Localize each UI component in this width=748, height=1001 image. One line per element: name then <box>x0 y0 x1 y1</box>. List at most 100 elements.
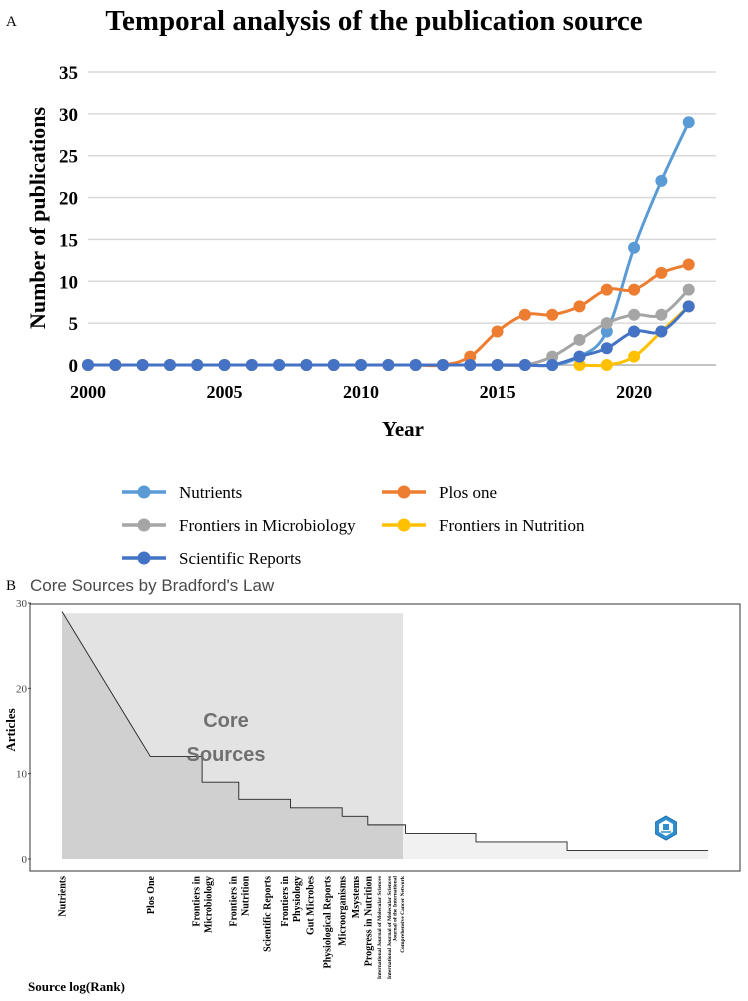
data-point <box>682 283 695 296</box>
svg-text:Physiology: Physiology <box>292 876 303 922</box>
publication-source-line-chart: A Temporal analysis of the publication s… <box>6 5 716 568</box>
data-point <box>628 308 641 321</box>
source-label: Progress in Nutrition <box>363 876 374 967</box>
data-point <box>682 300 695 313</box>
panel-b-letter: B <box>6 578 16 594</box>
source-label: International Journal of Molecular Scien… <box>377 876 383 979</box>
data-point <box>109 359 122 371</box>
y-tick-label: 0 <box>22 854 28 866</box>
data-point <box>464 359 477 371</box>
svg-text:International Journal of Molec: International Journal of Molecular Scien… <box>377 876 383 979</box>
data-point <box>518 359 531 371</box>
chart-a-title: Temporal analysis of the publication sou… <box>105 5 642 37</box>
source-label: Journal of the International Comprehensiv… <box>393 875 407 953</box>
core-sources-label-line2: Sources <box>187 744 266 766</box>
series-line <box>88 288 690 368</box>
data-point <box>82 359 94 371</box>
data-point <box>655 308 668 321</box>
series-scientific-reports <box>82 300 695 371</box>
legend-item: Frontiers in Microbiology <box>122 516 356 535</box>
chart-b-y-axis-label: Articles <box>3 708 18 751</box>
data-point <box>600 342 613 355</box>
core-sources-label-line1: Core <box>203 710 249 732</box>
svg-text:Nutrients: Nutrients <box>58 876 69 917</box>
data-point <box>464 350 477 363</box>
data-point <box>655 325 668 338</box>
chart-a-x-ticks: 2000 2005 2010 2015 2020 <box>70 382 652 402</box>
data-point <box>245 359 258 371</box>
data-point <box>655 266 668 279</box>
chart-b-source-labels: Nutrients Plos One Frontiers in Microbiolog… <box>58 875 407 979</box>
data-point <box>518 308 531 321</box>
data-point <box>327 359 340 371</box>
data-point <box>218 359 231 371</box>
data-point <box>573 300 586 313</box>
data-point <box>300 359 313 371</box>
source-label: Microorganisms <box>338 876 349 946</box>
data-point <box>355 359 368 371</box>
articles-area <box>62 611 404 859</box>
data-point <box>409 359 422 371</box>
legend-label: Scientific Reports <box>179 549 301 568</box>
legend-label: Frontiers in Microbiology <box>179 516 356 535</box>
y-tick-label: 30 <box>59 105 78 126</box>
chart-a-x-axis-label: Year <box>382 417 424 441</box>
svg-text:Gut Microbes: Gut Microbes <box>306 876 317 935</box>
data-point <box>546 350 559 363</box>
series-line <box>88 305 690 368</box>
svg-text:Plos One: Plos One <box>146 875 157 914</box>
data-point <box>628 283 641 296</box>
svg-text:Frontiers in: Frontiers in <box>280 876 291 927</box>
source-label: Frontiers in Physiology <box>280 876 303 927</box>
source-label: Physiological Reports <box>323 876 334 969</box>
y-tick-label: 10 <box>59 272 78 293</box>
chart-b-y-ticks: 0 10 20 30 <box>16 598 31 866</box>
y-tick-label: 10 <box>16 769 28 781</box>
y-tick-label: 25 <box>59 147 78 168</box>
legend-item: Frontiers in Nutrition <box>382 516 585 535</box>
data-point <box>573 333 586 346</box>
y-tick-label: 20 <box>59 189 78 210</box>
data-point <box>600 317 613 330</box>
data-point <box>655 174 668 187</box>
chart-b-x-axis-label: Source log(Rank) <box>28 979 125 994</box>
chart-a-y-axis-label: Number of publications <box>25 107 50 330</box>
source-label: Frontiers in Microbiology <box>192 876 215 933</box>
data-point <box>436 359 449 371</box>
data-point <box>491 325 504 338</box>
panel-a-letter: A <box>6 14 17 30</box>
x-tick-label: 2020 <box>616 382 652 402</box>
chart-a-legend: Nutrients Plos one Frontiers in Microbiolo… <box>122 483 585 568</box>
data-point <box>682 116 695 129</box>
svg-text:Microorganisms: Microorganisms <box>338 876 349 946</box>
x-tick-label: 2010 <box>343 382 379 402</box>
source-label: Scientific Reports <box>263 876 274 952</box>
source-label: Nutrients <box>58 876 69 917</box>
legend-marker <box>137 551 151 565</box>
legend-item: Plos one <box>382 483 497 502</box>
legend-marker <box>397 518 411 532</box>
legend-marker <box>397 485 411 499</box>
data-point <box>600 283 613 296</box>
svg-text:Nutrition: Nutrition <box>240 876 251 916</box>
data-point <box>628 350 641 363</box>
y-tick-label: 15 <box>59 230 78 251</box>
chart-a-gridlines <box>88 71 716 324</box>
chart-a-y-ticks: 0 5 10 15 20 25 30 35 <box>59 63 78 377</box>
x-tick-label: 2005 <box>207 382 243 402</box>
legend-label: Nutrients <box>179 483 242 502</box>
articles-step-line <box>61 611 708 851</box>
data-point <box>163 359 176 371</box>
y-tick-label: 35 <box>59 63 78 84</box>
data-point <box>546 308 559 321</box>
svg-text:Journal of the International: Journal of the International <box>393 876 399 942</box>
legend-item: Scientific Reports <box>122 549 301 568</box>
data-point <box>573 359 586 371</box>
series-frontiers-in-microbiology <box>82 283 695 371</box>
svg-text:Frontiers in: Frontiers in <box>228 876 239 927</box>
x-tick-label: 2000 <box>70 382 106 402</box>
bradford-core-sources-chart: B Core Sources by Bradford's Law Core So… <box>3 576 741 994</box>
series-plos-one <box>82 258 695 371</box>
data-point <box>273 359 286 371</box>
source-label: Plos One <box>146 875 157 914</box>
